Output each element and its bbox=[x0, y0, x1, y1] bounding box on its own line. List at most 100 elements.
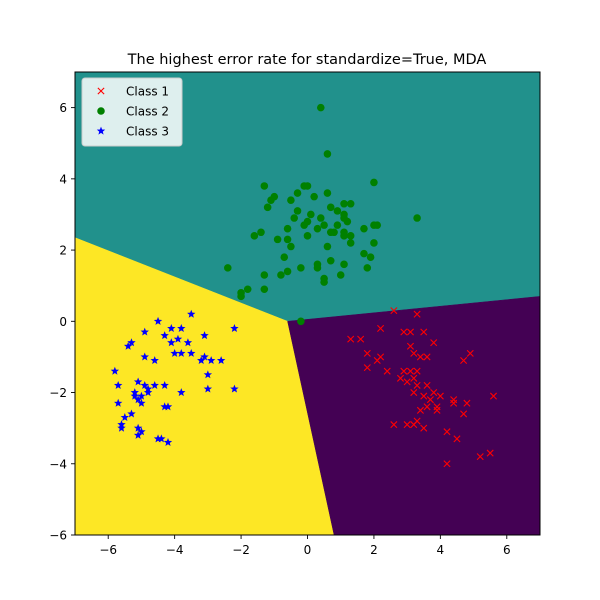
legend-label-class-3: Class 3 bbox=[126, 125, 169, 139]
point-class-2-60 bbox=[336, 271, 345, 279]
point-class-2-43 bbox=[273, 235, 282, 244]
y-tick-label--6: −6 bbox=[49, 529, 67, 543]
point-class-1-25 bbox=[403, 378, 411, 386]
legend-label-class-1: Class 1 bbox=[126, 85, 169, 99]
point-class-3-12 bbox=[123, 341, 133, 350]
point-class-3-36 bbox=[133, 395, 143, 404]
point-class-3-3 bbox=[167, 324, 176, 332]
point-class-3-25 bbox=[133, 377, 143, 386]
point-class-3-51 bbox=[143, 388, 153, 397]
point-class-1-35-stroke bbox=[410, 388, 418, 397]
point-class-3-21 bbox=[150, 356, 159, 365]
point-class-1-14 bbox=[423, 353, 431, 361]
point-class-3-31 bbox=[203, 384, 213, 393]
point-class-2-27 bbox=[320, 221, 328, 229]
y-tick-label-4: 4 bbox=[59, 172, 67, 186]
point-class-1-13-stroke bbox=[410, 349, 418, 357]
x-tick-label-4: 4 bbox=[437, 543, 445, 557]
point-class-2-14 bbox=[263, 203, 272, 212]
point-class-3-23 bbox=[110, 366, 120, 375]
point-class-2-59 bbox=[363, 264, 372, 272]
point-class-2-13 bbox=[346, 199, 355, 208]
point-class-1-15 bbox=[416, 353, 424, 361]
point-class-3-20 bbox=[140, 352, 149, 361]
y-tick-label--4: −4 bbox=[49, 457, 67, 471]
x-tick-label--4: −4 bbox=[166, 543, 184, 557]
point-class-2-21 bbox=[290, 214, 298, 222]
point-class-1-28-stroke bbox=[430, 388, 438, 397]
point-class-3-32 bbox=[230, 384, 239, 393]
point-class-1-43-stroke bbox=[390, 421, 398, 429]
point-class-3-39 bbox=[160, 402, 169, 411]
point-class-1-39 bbox=[433, 406, 441, 414]
point-class-2-63 bbox=[224, 264, 232, 272]
point-class-2-35 bbox=[250, 232, 259, 240]
point-class-1-16 bbox=[466, 349, 474, 357]
point-class-1-11 bbox=[373, 356, 381, 365]
point-class-3-14 bbox=[170, 348, 179, 357]
point-class-2-44 bbox=[346, 239, 355, 247]
point-class-2-36 bbox=[257, 228, 265, 237]
point-class-2-32 bbox=[313, 224, 322, 233]
point-class-2-18 bbox=[307, 210, 315, 219]
y-tick-label-2: 2 bbox=[59, 244, 67, 258]
point-class-1-49-stroke bbox=[476, 453, 484, 461]
point-class-3-2 bbox=[153, 316, 163, 325]
point-class-2-68 bbox=[297, 317, 305, 326]
point-class-2-5 bbox=[303, 182, 312, 190]
x-tick-label-0: 0 bbox=[304, 543, 312, 557]
point-class-1-16-stroke bbox=[466, 349, 474, 357]
point-class-3-27 bbox=[150, 381, 159, 389]
point-class-2-31 bbox=[283, 224, 292, 233]
point-class-1-42 bbox=[410, 421, 418, 429]
point-class-1-38 bbox=[416, 406, 424, 414]
point-class-2-15 bbox=[326, 203, 335, 212]
point-class-3-41 bbox=[127, 409, 136, 418]
point-class-1-14-stroke bbox=[423, 353, 431, 361]
point-class-1-20 bbox=[400, 367, 408, 375]
point-class-3-40 bbox=[163, 402, 173, 411]
point-class-1-9-stroke bbox=[357, 335, 365, 343]
point-class-2-55 bbox=[313, 264, 322, 272]
point-class-3-10 bbox=[183, 338, 193, 347]
point-class-2-50 bbox=[326, 256, 335, 265]
point-class-3-42 bbox=[120, 413, 130, 422]
y-tick-label--2: −2 bbox=[49, 386, 67, 400]
point-class-1-12 bbox=[363, 349, 371, 357]
point-class-1-31 bbox=[426, 396, 434, 404]
x-axis: −6 −4 −2 0 2 4 6 bbox=[99, 535, 511, 557]
point-class-1-13 bbox=[410, 349, 418, 357]
point-class-3-48 bbox=[157, 434, 166, 443]
point-class-1-42-stroke bbox=[410, 421, 418, 429]
point-class-1-48-stroke bbox=[486, 449, 494, 457]
point-class-1-5-stroke bbox=[430, 339, 438, 347]
point-class-1-50-stroke bbox=[443, 460, 451, 468]
point-class-3-24 bbox=[160, 381, 169, 389]
point-class-1-47-stroke bbox=[453, 435, 461, 443]
point-class-2-24 bbox=[343, 217, 352, 226]
point-class-1-8-stroke bbox=[347, 335, 355, 343]
x-tick-label-2: 2 bbox=[370, 543, 378, 557]
point-class-3-19 bbox=[216, 356, 226, 365]
point-class-1-46 bbox=[443, 428, 451, 436]
point-class-1-29 bbox=[436, 392, 444, 400]
point-class-2-48 bbox=[280, 253, 289, 261]
point-class-1-24 bbox=[410, 374, 418, 382]
point-class-1-2 bbox=[400, 328, 408, 336]
point-class-1-35 bbox=[410, 388, 418, 397]
point-class-2-2 bbox=[370, 178, 378, 187]
decision-regions bbox=[75, 72, 540, 535]
x-tick-label--2: −2 bbox=[232, 543, 250, 557]
legend-marker-class-1-stroke bbox=[97, 87, 105, 95]
point-class-1-11-stroke bbox=[373, 356, 381, 365]
point-class-2-9 bbox=[287, 196, 295, 204]
point-class-2-52 bbox=[340, 260, 348, 269]
point-class-3-35 bbox=[130, 391, 139, 400]
point-class-2-38 bbox=[330, 228, 338, 237]
point-class-2-23 bbox=[413, 214, 421, 222]
point-class-3-9 bbox=[173, 334, 183, 343]
point-class-3-11 bbox=[167, 338, 176, 347]
point-class-2-1 bbox=[323, 150, 332, 158]
point-class-2-30 bbox=[373, 221, 382, 229]
point-class-1-49 bbox=[476, 453, 484, 461]
